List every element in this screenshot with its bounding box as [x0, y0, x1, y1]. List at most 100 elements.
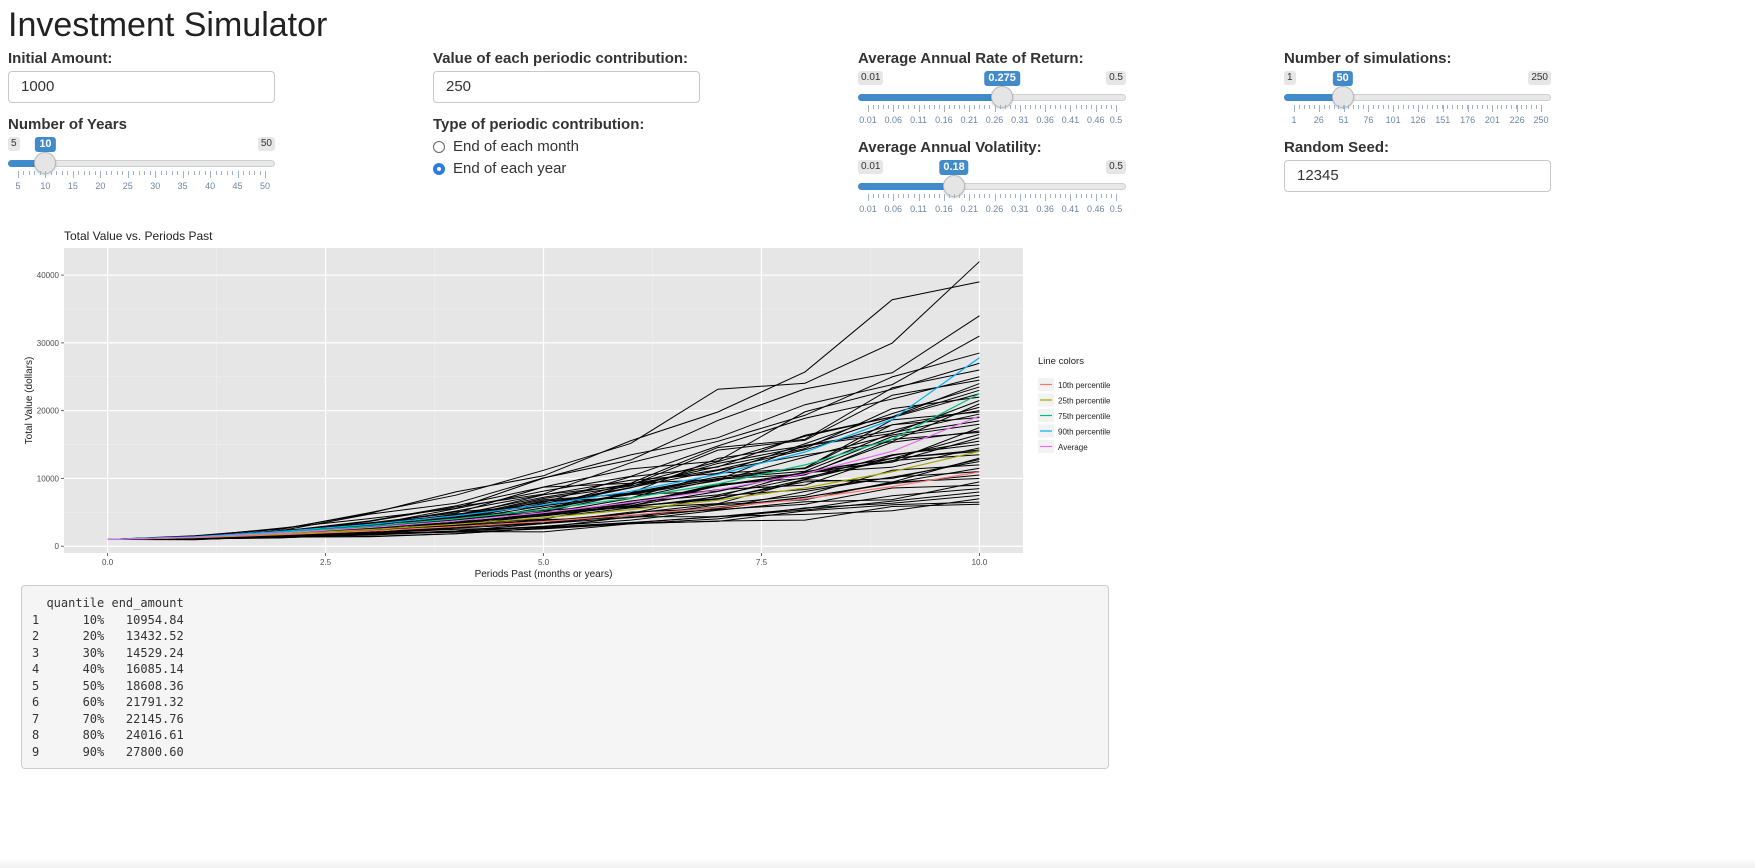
tick-mark: [1090, 194, 1092, 198]
initial-amount-input[interactable]: 1000: [8, 71, 275, 103]
tick-label: 0.5: [1109, 115, 1123, 125]
tick-mark: [105, 171, 107, 175]
years-value-label: 10: [35, 137, 56, 152]
tick-label: 0.11: [910, 204, 928, 214]
tick-label: 126: [1410, 115, 1426, 125]
tick-mark: [1040, 194, 1042, 198]
tick-mark-major: [265, 171, 266, 178]
tick-label: 0.11: [910, 115, 928, 125]
tick-mark: [34, 171, 36, 175]
tick-mark: [1060, 105, 1062, 109]
tick-mark-major: [1294, 105, 1295, 112]
tick-mark-major: [1492, 105, 1494, 112]
return_rate-min-label: 0.01: [858, 71, 884, 85]
tick-label: 26: [1313, 115, 1324, 125]
initial-amount-label: Initial Amount:: [8, 50, 113, 67]
tick-mark: [1004, 105, 1006, 109]
tick-mark: [913, 105, 915, 109]
tick-mark: [1377, 105, 1379, 109]
simulations-slider[interactable]: 1 250 50 1 26 51 76 101 126 151 176 201 226 250: [1284, 71, 1551, 131]
simulation-line: [107, 503, 980, 540]
simulation-line: [107, 335, 980, 540]
random-seed-input[interactable]: 12345: [1284, 160, 1551, 192]
years-max-label: 50: [257, 137, 275, 151]
tick-mark: [923, 194, 925, 198]
radio-button-year[interactable]: [433, 162, 445, 175]
chart-title: Total Value vs. Periods Past: [64, 229, 213, 243]
tick-mark: [149, 171, 151, 175]
tick-mark: [1511, 105, 1513, 109]
tick-label: 45: [232, 181, 243, 191]
tick-mark: [1521, 105, 1523, 109]
tick-label: 30: [150, 181, 161, 191]
tick-mark: [1014, 105, 1016, 109]
tick-mark: [1407, 105, 1409, 109]
tick-label: 40: [205, 181, 216, 191]
tick-mark: [923, 105, 925, 109]
quantile-summary-output: quantile end_amount 1 10% 10954.84 2 20% 1…: [21, 585, 1109, 769]
tick-mark: [1427, 105, 1429, 109]
tick-mark: [1298, 105, 1300, 109]
tick-mark: [959, 194, 961, 198]
tick-mark: [1452, 105, 1454, 109]
tick-mark: [979, 105, 981, 109]
tick-mark-major: [1541, 105, 1542, 112]
return-rate-label: Average Annual Rate of Return:: [858, 50, 1084, 67]
tick-mark: [928, 105, 930, 109]
tick-mark: [254, 171, 256, 175]
y-tick-label: 10000: [37, 474, 60, 483]
tick-mark-major: [994, 105, 996, 112]
tick-mark: [933, 194, 935, 198]
contribution-input[interactable]: 250: [433, 71, 700, 103]
legend-label: 25th percentile: [1058, 397, 1111, 406]
quantile-rows: 1 10% 10954.84 2 20% 13432.52 3 30% 14529.…: [32, 612, 1098, 761]
tick-mark: [1501, 105, 1503, 109]
tick-mark: [188, 171, 190, 175]
tick-mark-major: [969, 194, 971, 201]
tick-mark: [1353, 105, 1355, 109]
number-of-years-slider[interactable]: 5 50 10 5 10 15 20 25 30 35 40 45 50: [8, 137, 275, 197]
page-bottom-edge: [0, 858, 1755, 868]
years-min-label: 5: [8, 137, 20, 151]
tick-mark-major: [1417, 105, 1419, 112]
tick-mark-major: [1393, 105, 1395, 112]
tick-mark-major: [1467, 105, 1469, 112]
tick-mark: [1080, 194, 1082, 198]
tick-label: 15: [67, 181, 78, 191]
tick-mark: [1412, 105, 1414, 109]
tick-label: 176: [1460, 115, 1476, 125]
tick-mark: [999, 105, 1001, 109]
tick-mark-major: [893, 105, 895, 112]
tick-label: 0.31: [1011, 204, 1029, 214]
tick-mark: [1457, 105, 1459, 109]
radio-end-of-year[interactable]: End of each year: [433, 160, 566, 177]
tick-label: 201: [1484, 115, 1500, 125]
tick-label: 20: [95, 181, 106, 191]
tick-label: 0.01: [859, 115, 877, 125]
tick-mark: [984, 194, 986, 198]
tick-mark-major: [918, 105, 920, 112]
simulations-fill: [1284, 94, 1343, 101]
radio-label-month: End of each month: [453, 138, 579, 155]
volatility-slider[interactable]: 0.01 0.5 0.18 0.01 0.06 0.11 0.16 0.21 0.26 0.31 0…: [858, 160, 1126, 220]
quantile-row: 2 20% 13432.52: [32, 629, 184, 643]
radio-button-month[interactable]: [433, 140, 445, 153]
tick-mark-major: [1517, 105, 1519, 112]
tick-mark: [177, 171, 179, 175]
tick-mark-major: [918, 194, 920, 201]
y-tick-label: 0: [55, 542, 60, 551]
tick-mark: [1442, 105, 1444, 109]
return-rate-slider[interactable]: 0.01 0.5 0.275 0.01 0.06 0.11 0.16 0.21 0.26 0.31…: [858, 71, 1126, 131]
random-seed-label: Random Seed:: [1284, 139, 1390, 156]
tick-mark: [1050, 194, 1052, 198]
tick-mark-major: [1116, 194, 1117, 201]
return_rate-handle[interactable]: [991, 86, 1014, 108]
tick-mark: [1065, 105, 1067, 109]
radio-end-of-month[interactable]: End of each month: [433, 138, 579, 155]
tick-label: 35: [177, 181, 188, 191]
simulations-handle[interactable]: [1331, 86, 1354, 108]
x-tick-label: 2.5: [320, 558, 332, 567]
tick-mark: [1100, 194, 1102, 198]
tick-mark: [1373, 105, 1375, 109]
tick-mark: [1308, 105, 1310, 109]
